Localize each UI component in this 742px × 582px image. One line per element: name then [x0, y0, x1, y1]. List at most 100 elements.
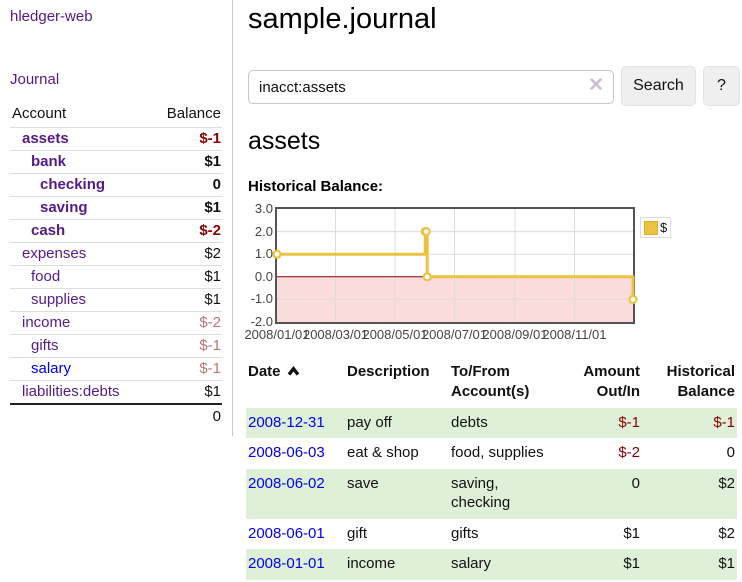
account-row-supplies: supplies $1 [10, 288, 222, 312]
account-row-salary: salary $-1 [10, 357, 222, 381]
x-axis-tick-label: 2008/11/01 [542, 327, 607, 342]
transaction-description: gift [347, 524, 368, 542]
account-link-liabilities-debts[interactable]: liabilities:debts [22, 383, 120, 400]
account-link-assets[interactable]: assets [22, 130, 69, 147]
account-row-cash: cash $-2 [10, 219, 222, 243]
transaction-accounts: saving, checking [451, 474, 511, 512]
y-axis-tick-label: 3.0 [254, 201, 273, 216]
chart-title: Historical Balance: [248, 178, 384, 195]
legend-swatch-icon [644, 220, 658, 235]
account-row-assets: assets $-1 [10, 127, 222, 151]
account-balance: $1 [204, 291, 221, 308]
account-row-checking: checking 0 [10, 173, 222, 197]
transaction-amount: $-1 [618, 413, 640, 431]
account-balance: $-1 [199, 337, 221, 354]
transaction-description: income [347, 555, 396, 572]
transaction-row: 2008-12-31 pay off debts $-1 $-1 [246, 407, 737, 438]
transaction-balance: 0 [726, 444, 735, 461]
account-balance: $1 [204, 383, 221, 400]
transaction-date-link[interactable]: 2008-06-02 [248, 474, 325, 492]
x-axis-tick-label: 2008/07/01 [421, 327, 488, 342]
app-title-link[interactable]: hledger-web [10, 8, 93, 25]
x-axis-tick-label: 2008/01/01 [244, 327, 310, 342]
chart-plot-area: $ [272, 207, 672, 324]
account-link-income[interactable]: income [22, 314, 71, 331]
y-axis-tick-label: 1.0 [254, 246, 273, 262]
transaction-balance: $2 [718, 524, 735, 542]
transaction-date-link[interactable]: 2008-06-03 [248, 444, 325, 461]
accounts-total-row: 0 [10, 403, 222, 428]
account-row-income: income $-2 [10, 311, 222, 335]
account-balance: $-2 [199, 222, 221, 239]
register-header-row: Date Description To/From Account(s) Amou… [246, 358, 737, 408]
x-axis-tick-label: 2008/03/01 [302, 327, 369, 342]
account-link-saving[interactable]: saving [40, 199, 88, 216]
account-row-liabilities-debts: liabilities:debts $1 [10, 380, 222, 405]
search-button[interactable]: Search [621, 66, 696, 106]
account-link-gifts[interactable]: gifts [31, 337, 59, 354]
sidebar-item-journal[interactable]: Journal [10, 71, 60, 88]
account-link-expenses[interactable]: expenses [22, 245, 87, 262]
search-input[interactable] [248, 70, 614, 104]
chart-canvas [272, 209, 638, 322]
account-row-bank: bank $1 [10, 150, 222, 174]
account-balance: $2 [204, 245, 221, 262]
transaction-accounts: salary [451, 555, 492, 572]
account-link-supplies[interactable]: supplies [31, 291, 87, 308]
account-link-cash[interactable]: cash [31, 222, 66, 239]
transaction-accounts: food, supplies [451, 444, 544, 461]
account-link-checking[interactable]: checking [40, 176, 106, 193]
accounts-header-balance: Balance [166, 105, 221, 122]
legend-label: $ [660, 220, 668, 235]
y-axis-tick-label: -1.0 [250, 291, 273, 307]
account-balance: $1 [204, 199, 221, 216]
column-header-tofrom: To/From Account(s) [451, 363, 530, 401]
x-axis-tick-label: 2008/05/01 [362, 327, 428, 342]
historical-balance-chart: 3.0 2.0 1.0 0.0 -1.0 -2.0 $ 2008/01/01 2008/03… [244, 201, 742, 353]
transaction-balance: $-1 [713, 413, 735, 431]
account-link-food[interactable]: food [31, 268, 61, 285]
transaction-description: pay off [347, 413, 392, 431]
transaction-amount: $1 [623, 555, 640, 572]
account-balance: $1 [204, 153, 221, 170]
column-header-description: Description [347, 363, 430, 380]
clear-search-icon[interactable]: ✕ [588, 75, 604, 96]
accounts-header-row: Account Balance [10, 101, 222, 128]
sort-asc-icon [287, 366, 299, 376]
column-header-historical: Historical Balance [666, 363, 735, 401]
search-field-wrap: ✕ [248, 70, 614, 104]
transaction-row: 2008-06-02 save saving, checking 0 $2 [246, 468, 737, 519]
register-account-heading: assets [248, 127, 321, 155]
register-table: Date Description To/From Account(s) Amou… [246, 358, 737, 580]
account-balance: $-1 [199, 360, 221, 377]
column-header-amount: Amount Out/In [583, 363, 640, 401]
help-button[interactable]: ? [702, 66, 740, 106]
transaction-balance: $2 [718, 474, 735, 492]
transaction-accounts: gifts [451, 524, 479, 542]
transaction-date-link[interactable]: 2008-12-31 [248, 413, 325, 431]
account-row-gifts: gifts $-1 [10, 334, 222, 358]
account-balance: $1 [204, 268, 221, 285]
accounts-total: 0 [149, 403, 222, 428]
account-row-food: food $1 [10, 265, 222, 289]
y-axis-tick-label: -2.0 [250, 314, 273, 329]
transaction-date-link[interactable]: 2008-01-01 [248, 555, 325, 572]
transaction-row: 2008-06-01 gift gifts $1 $2 [246, 519, 737, 550]
transaction-row: 2008-06-03 eat & shop food, supplies $-2… [246, 438, 737, 469]
transaction-amount: $-2 [618, 444, 640, 461]
transaction-amount: $1 [623, 524, 640, 542]
account-row-expenses: expenses $2 [10, 242, 222, 266]
transaction-description: save [347, 474, 379, 492]
account-balance: 0 [212, 176, 221, 193]
transaction-row: 2008-01-01 income salary $1 $1 [246, 549, 737, 580]
column-header-date[interactable]: Date [246, 358, 345, 408]
sidebar: hledger-web Journal Account Balance asse… [0, 0, 233, 436]
transaction-date-link[interactable]: 2008-06-01 [248, 524, 325, 542]
account-link-bank[interactable]: bank [31, 153, 67, 170]
account-balance: $-2 [199, 314, 221, 331]
accounts-header-account: Account [12, 105, 67, 122]
account-link-salary[interactable]: salary [31, 360, 72, 377]
transaction-accounts: debts [451, 413, 488, 431]
x-axis-tick-label: 2008/09/01 [482, 327, 548, 342]
